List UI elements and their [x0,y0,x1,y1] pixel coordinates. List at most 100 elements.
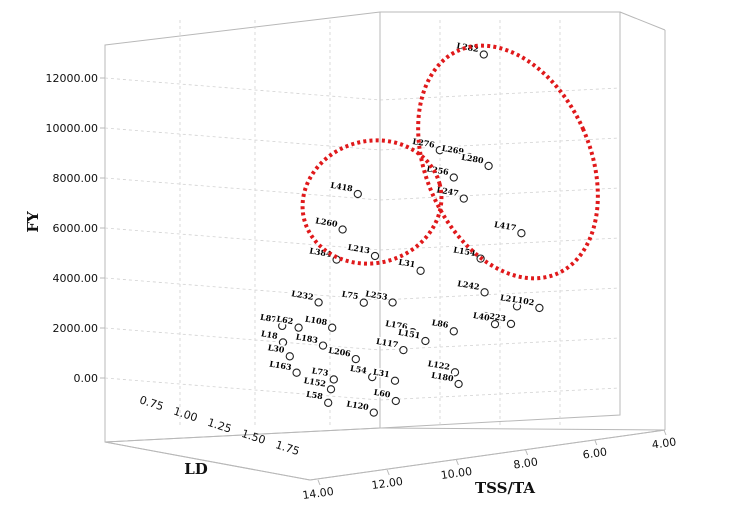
ld-tick-label: 1.75 [274,438,301,458]
data-point-marker [329,375,338,384]
data-label: L180 [431,370,455,384]
plot-box [104,11,666,481]
data-label-background [498,292,513,304]
fy-tick-label: 12000.00 [46,72,99,85]
data-point: L58 [304,389,333,407]
tss-ta-tick-label: 6.00 [582,445,608,461]
data-label-background [510,293,536,307]
data-label-background [470,310,491,323]
fy-tick-label: 4000.00 [53,272,99,285]
fy-tick-label: 6000.00 [53,222,99,235]
data-label-background [309,365,330,378]
fy-gridline [104,277,621,301]
data-label-background [363,288,389,302]
data-label-background [302,313,328,327]
data-point: L108 [302,313,337,332]
data-point: L120 [344,398,378,417]
data-label: L418 [330,180,354,194]
data-point-marker [479,50,488,59]
data-point: L154 [451,244,485,263]
data-point-marker [454,379,463,389]
data-point-marker [359,298,368,307]
data-point: L260 [313,215,347,234]
data-label: L18 [260,328,279,341]
grid-lines [104,20,621,425]
tss-ta-tick-label: 8.00 [513,455,539,471]
tss-ta-tick-mark [663,429,667,436]
data-label: L253 [365,288,389,302]
data-label: L54 [349,363,368,376]
data-label: L242 [457,278,481,292]
fy-gridline [104,377,621,401]
data-point-marker [535,303,544,313]
data-point: L40 [470,310,500,329]
fy-axis-ticks: 0.00 2000.00 4000.00 6000.00 8000.00 10000.00… [46,72,105,385]
data-point-marker [326,385,336,394]
data-label: L276 [412,136,436,150]
data-point-marker [338,225,347,234]
data-label: L108 [304,313,328,327]
data-point: L30 [265,342,294,361]
data-label-background [439,142,465,156]
data-label-background [274,313,295,326]
data-label: L260 [315,215,339,229]
data-label-background [454,40,480,54]
back-wall [104,11,621,443]
tss-ta-axis-title: TSS/TA [475,479,535,497]
data-point-marker [328,323,337,332]
fy-gridline [104,127,621,151]
data-label-background [344,398,370,412]
data-label-background [289,288,315,302]
data-point-marker [391,396,400,406]
data-label-background [339,288,360,301]
data-label-background [258,328,279,341]
data-label-background [293,331,319,345]
data-point: L232 [289,288,323,307]
data-point-marker [506,319,516,329]
data-label-background [265,342,286,355]
data-point-marker [416,266,425,275]
data-point: L86 [429,317,458,336]
data-label: L102 [511,294,535,308]
data-label: L62 [276,313,294,326]
data-label: L87 [259,312,277,325]
data-label: L213 [347,242,371,256]
data-label: L40 [472,310,491,323]
ld-tick-label: 1.50 [240,427,267,447]
data-point: L122 [425,358,460,377]
data-point: L102 [510,293,544,313]
data-label: L247 [436,184,460,198]
data-label: L280 [461,152,485,166]
data-point-marker [324,398,333,407]
tss-ta-tick-label: 12.00 [371,475,404,492]
data-point-marker [480,288,489,297]
tss-ta-tick-mark [386,469,390,476]
data-point: L117 [374,336,408,355]
data-label-background [345,241,371,255]
data-label-background [396,327,422,340]
data-point-marker [369,408,378,417]
tss-ta-tick-mark [455,459,459,466]
data-label-background [425,358,451,372]
data-label-background [301,375,327,389]
data-label-background [313,215,339,229]
data-label: L154 [453,244,477,258]
highlight-ellipse-left [300,138,444,266]
fy-axis-title: FY [24,211,42,233]
floor-left-edge [104,441,311,481]
ld-tick-label: 1.25 [206,416,233,436]
data-point: L384 [307,245,341,264]
data-label-background [370,366,391,379]
data-label: L117 [375,336,399,350]
tss-ta-axis-ticks: 14.00 12.00 10.00 8.00 6.00 4.00 [302,429,677,502]
data-point: L2 [498,292,522,311]
data-point-marker [490,319,500,329]
data-point-marker [421,336,430,346]
data-label: L2 [499,292,512,304]
ld-axis-ticks: 0.75 1.00 1.25 1.50 1.75 [138,393,301,458]
top-edge-right [619,11,666,31]
highlight-ellipse-upper-right [416,43,600,281]
data-point: L75 [339,288,368,307]
tss-ta-tick-label: 4.00 [651,435,677,451]
